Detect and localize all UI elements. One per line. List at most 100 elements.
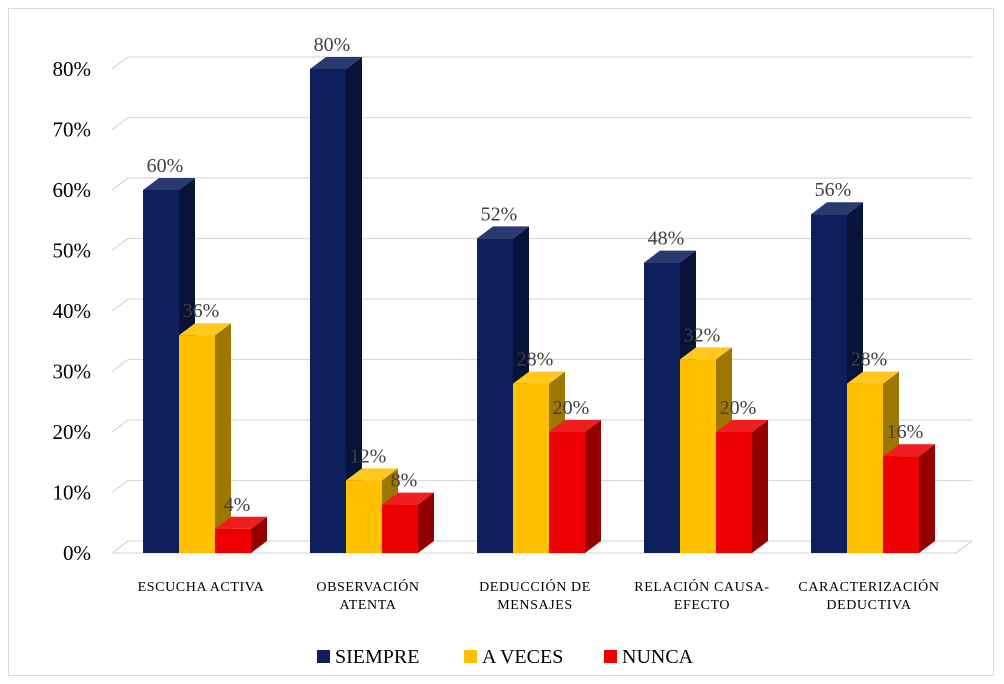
bars: 60% 36% 4% 80% 12%8% 52% 28% 20% 48% 32% 20% 56% 28%…	[143, 34, 935, 553]
gridline-side	[111, 358, 129, 373]
bar-front	[811, 214, 847, 553]
bar-front	[179, 335, 215, 553]
gridline-side	[111, 298, 129, 312]
bar-side	[585, 420, 601, 553]
legend-swatch	[317, 650, 330, 663]
gridline-side	[111, 540, 129, 554]
y-tick-label: 50%	[53, 239, 92, 263]
legend-swatch	[464, 650, 477, 663]
y-tick-label: 70%	[53, 118, 92, 142]
bar-siempre	[310, 57, 362, 553]
x-tick-label: OBSERVACIÓN	[316, 578, 419, 595]
y-tick-label: 20%	[53, 420, 92, 444]
gridline-side	[111, 177, 129, 191]
data-label: 28%	[517, 349, 554, 371]
data-label: 48%	[648, 228, 685, 250]
data-label: 20%	[720, 397, 757, 419]
y-tick-label: 0%	[63, 541, 91, 565]
bar-side	[919, 444, 935, 553]
data-label: 16%	[887, 421, 924, 443]
gridline-side	[111, 116, 129, 131]
bar-front	[513, 383, 549, 553]
y-tick-label: 40%	[53, 299, 92, 323]
bar-top	[215, 516, 267, 529]
chart-frame: 0% 10% 20% 30% 40% 50% 60% 70% 80% 60% 36% 4% 80% 12…	[8, 8, 994, 676]
bar-side	[752, 420, 768, 553]
data-label: 28%	[851, 349, 888, 371]
bar-top	[811, 202, 863, 215]
bar-front	[549, 432, 585, 553]
bar-front	[382, 504, 418, 553]
legend-swatch	[604, 650, 617, 663]
bar-front	[847, 383, 883, 553]
data-label: 8%	[391, 470, 418, 492]
bar-top	[513, 371, 565, 384]
bar-side	[346, 57, 362, 553]
legend-label: NUNCA	[622, 646, 694, 668]
bar-nunca	[382, 492, 434, 553]
bar-top	[680, 347, 732, 360]
bar-front	[716, 432, 752, 553]
bar-front	[883, 456, 919, 553]
bar-a-veces	[179, 323, 231, 553]
bar-side	[215, 323, 231, 553]
y-tick-label: 30%	[53, 360, 92, 384]
data-label: 32%	[684, 324, 721, 346]
data-label: 52%	[481, 203, 518, 225]
bar-nunca	[215, 516, 267, 553]
bar-top	[883, 444, 935, 457]
bar-chart: 0% 10% 20% 30% 40% 50% 60% 70% 80% 60% 36% 4% 80% 12…	[53, 34, 973, 668]
data-label: 80%	[314, 34, 351, 56]
bar-front	[644, 262, 680, 553]
x-tick-label: ATENTA	[340, 598, 397, 613]
bar-top	[716, 420, 768, 432]
y-tick-label: 80%	[53, 57, 92, 81]
bar-front	[680, 359, 716, 553]
gridline-side	[111, 237, 129, 252]
bar-top	[143, 178, 195, 190]
data-label: 36%	[183, 300, 220, 322]
floor-edge-side	[955, 540, 973, 554]
x-tick-label: CARACTERIZACIÓN	[798, 578, 939, 595]
bar-top	[310, 57, 362, 69]
gridline-side	[111, 419, 129, 433]
bar-top	[382, 492, 434, 505]
bar-front	[477, 238, 513, 553]
y-tick-label: 10%	[53, 481, 92, 505]
bar-side	[251, 516, 267, 553]
x-tick-label: DEDUCTIVA	[826, 598, 912, 613]
data-label: 56%	[815, 179, 852, 201]
data-label: 12%	[350, 445, 387, 467]
bar-nunca	[716, 420, 768, 553]
bar-front	[215, 528, 251, 553]
bar-top	[477, 226, 529, 239]
bar-front	[346, 480, 382, 553]
bar-top	[847, 371, 899, 384]
data-label: 20%	[553, 397, 590, 419]
bar-top	[549, 420, 601, 432]
x-tick-label: MENSAJES	[497, 598, 573, 613]
x-tick-label: RELACIÓN CAUSA-	[634, 578, 769, 595]
legend-label: A VECES	[482, 646, 563, 668]
bar-front	[143, 190, 179, 553]
x-axis: ESCUCHA ACTIVA OBSERVACIÓN ATENTA DEDUCCIÓN…	[138, 578, 939, 613]
x-tick-label: ESCUCHA ACTIVA	[138, 580, 265, 595]
data-label: 4%	[224, 494, 251, 516]
gridline-side	[111, 56, 129, 70]
data-label: 60%	[147, 155, 184, 177]
bar-nunca	[883, 444, 935, 553]
legend: SIEMPRE A VECES NUNCA	[317, 646, 694, 668]
bar-siempre	[811, 202, 863, 553]
y-axis: 0% 10% 20% 30% 40% 50% 60% 70% 80%	[53, 57, 92, 565]
bar-top	[644, 250, 696, 263]
x-tick-label: EFECTO	[674, 598, 730, 613]
bar-top	[346, 468, 398, 481]
bar-front	[310, 69, 346, 553]
y-tick-label: 60%	[53, 178, 92, 202]
legend-label: SIEMPRE	[335, 646, 419, 668]
bar-nunca	[549, 420, 601, 553]
x-tick-label: DEDUCCIÓN DE	[479, 578, 591, 595]
gridline-side	[111, 479, 129, 494]
bar-side	[418, 492, 434, 553]
bar-top	[179, 323, 231, 336]
